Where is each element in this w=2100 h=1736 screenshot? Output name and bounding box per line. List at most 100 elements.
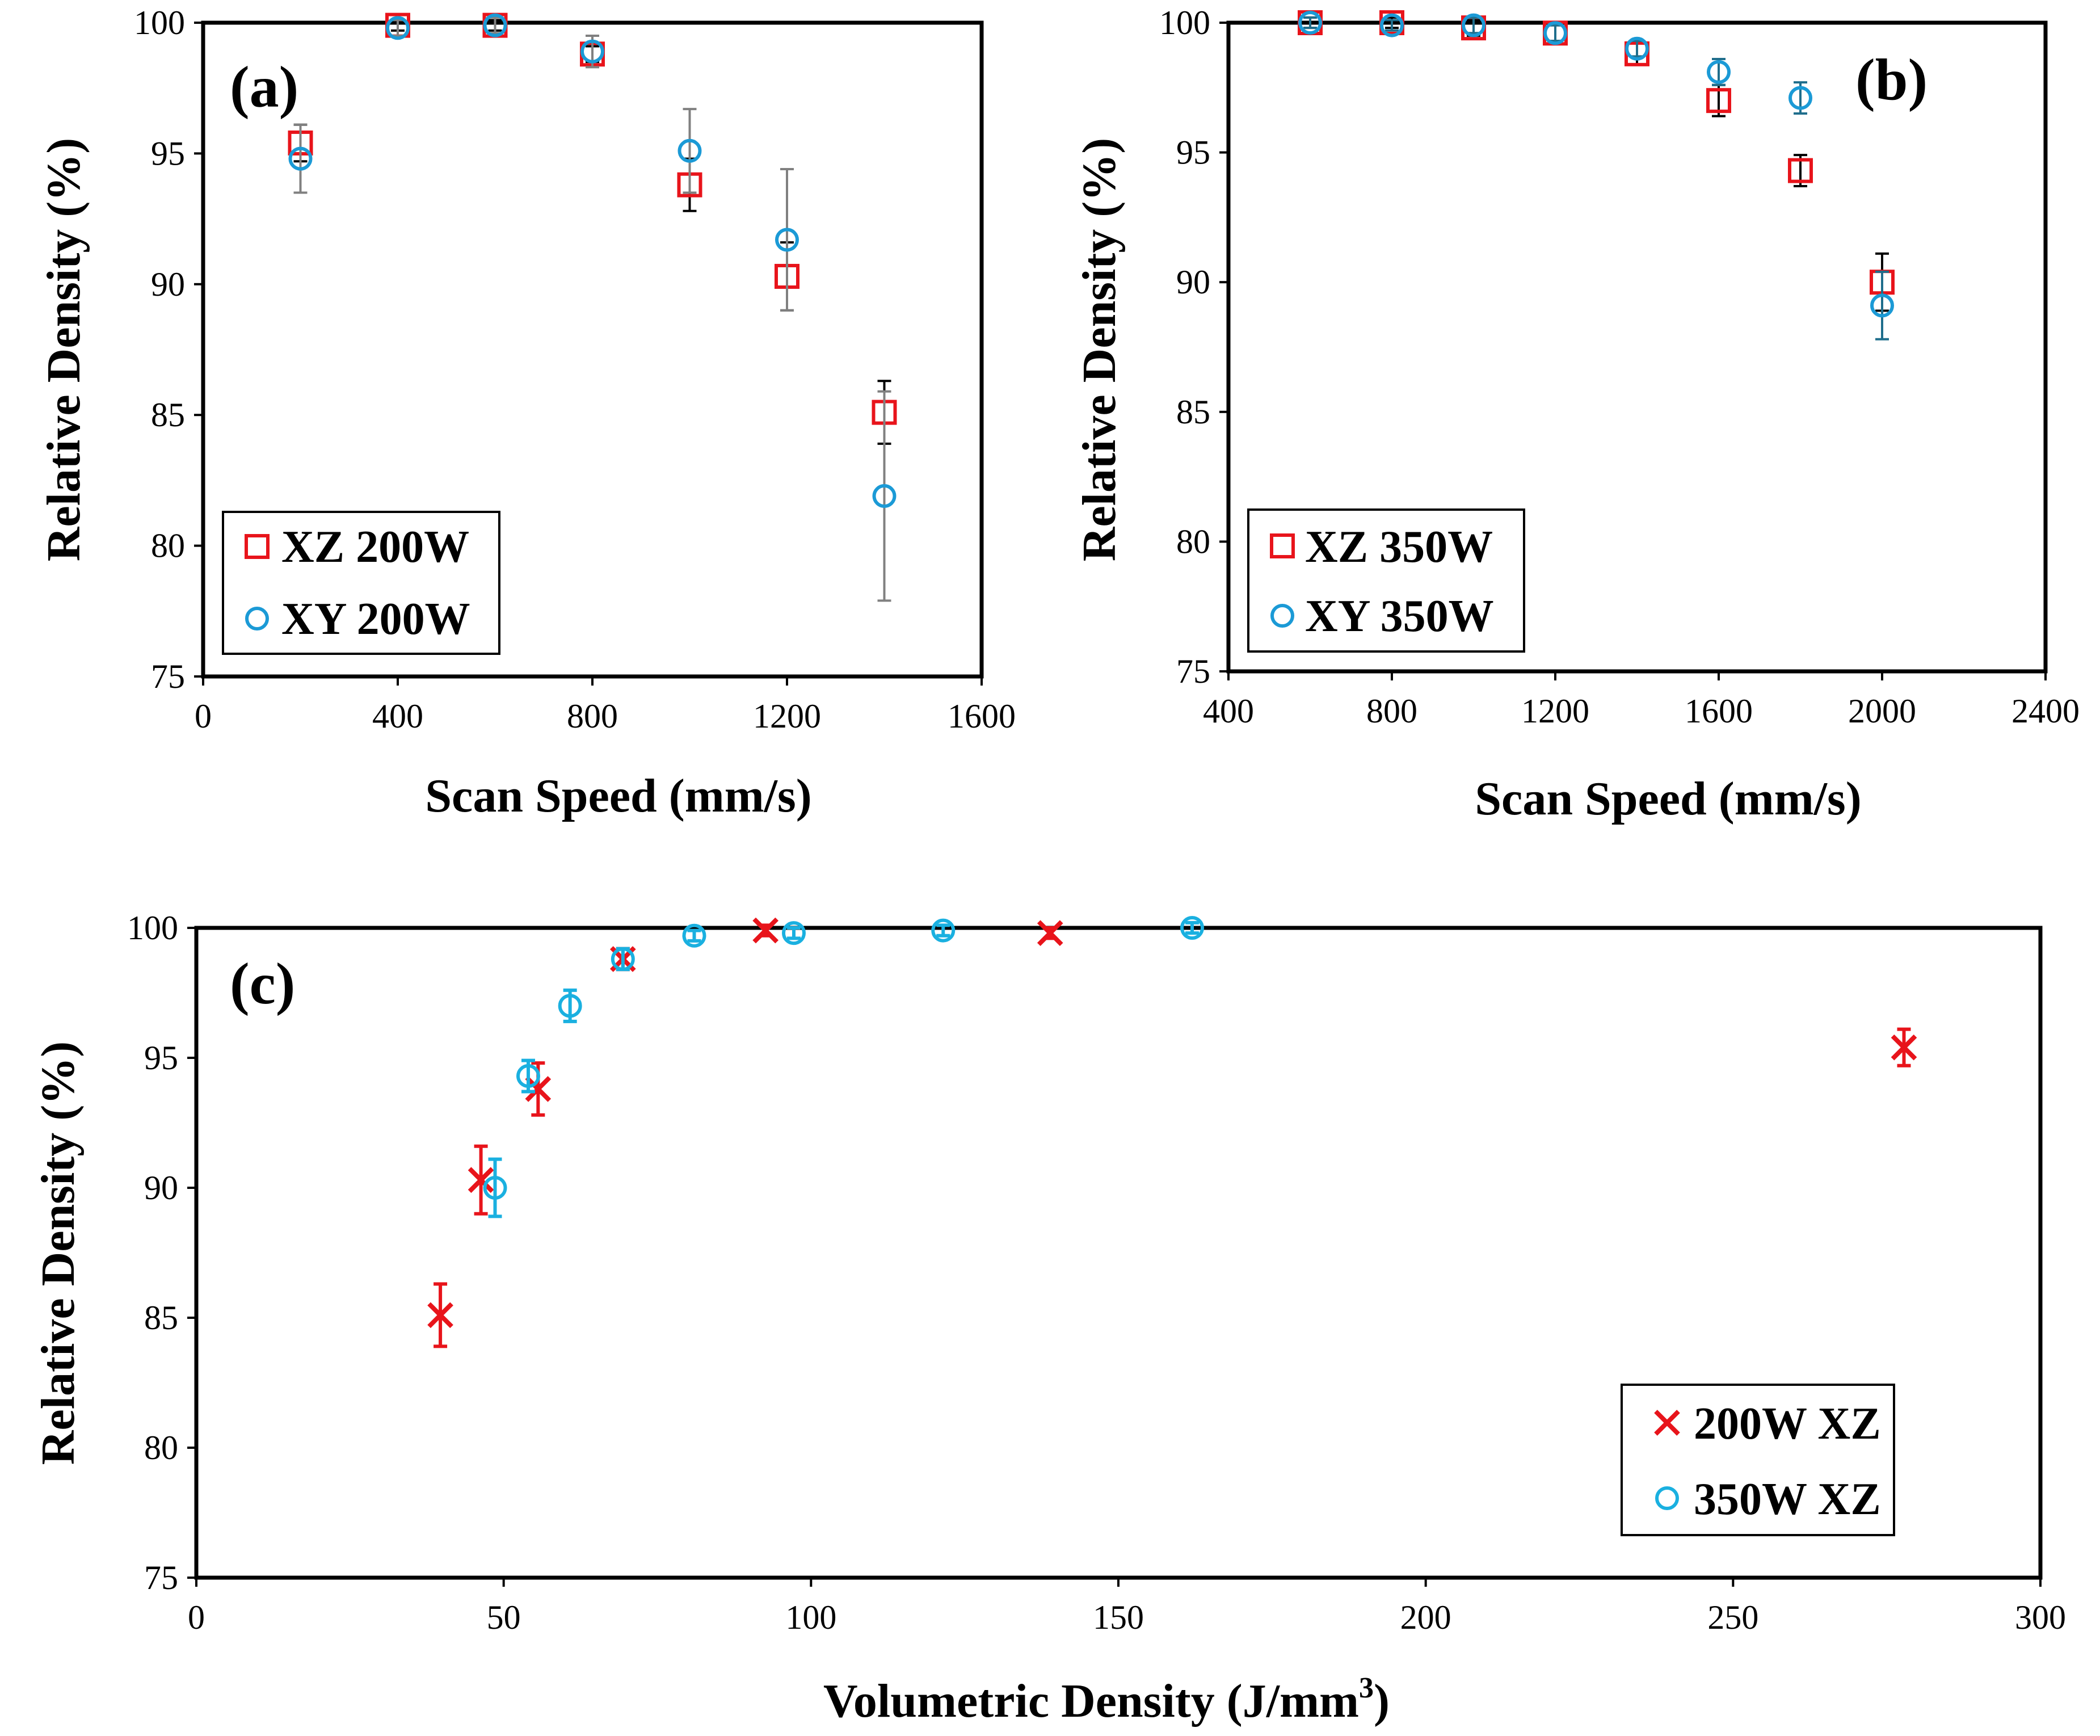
- error-bar-xy-350w-0: [1303, 16, 1317, 30]
- legend-marker-xy-200w: [245, 607, 269, 630]
- panel-c-legend-label-350w-xz: 350W XZ: [1694, 1474, 1881, 1524]
- panel-a-y-tick-label-100: 100: [134, 4, 185, 41]
- error-bar-350w-xz-7: [1185, 920, 1199, 935]
- panel-c-y-tick-label-85: 85: [144, 1299, 178, 1336]
- error-bar-xy-200w-0: [293, 123, 308, 194]
- panel-a-series-xy-200w: [288, 13, 897, 602]
- legend-entry-xy-350w: [1270, 604, 1294, 628]
- data-point-350w-xz-0: [483, 1176, 507, 1200]
- panel-a-legend-label-xz-200w: XZ 200W: [281, 522, 469, 572]
- panel-a-x-axis-title: Scan Speed (mm/s): [425, 770, 811, 822]
- legend-entry-xy-200w: [245, 607, 269, 630]
- data-point-xy-200w-6: [872, 484, 897, 508]
- legend-marker-xy-350w: [1270, 604, 1294, 628]
- panel-a-y-tick-label-85: 85: [151, 396, 185, 434]
- data-point-xy-200w-5: [775, 228, 799, 252]
- data-point-xy-350w-6: [1788, 86, 1812, 110]
- panel-c-x-tick-label-100: 100: [785, 1599, 836, 1636]
- panel-b-y-tick-label-85: 85: [1176, 393, 1210, 431]
- error-bar-xy-350w-1: [1385, 19, 1399, 32]
- panel-c-label: (c): [230, 951, 295, 1016]
- panel-c-x-axis-title: Volumetric Density (J/mm3): [823, 1672, 1390, 1727]
- panel-c-x-tick-label-150: 150: [1093, 1599, 1144, 1636]
- data-point-xy-200w-0: [288, 146, 313, 171]
- legend-entry-350w-xz: [1655, 1486, 1679, 1510]
- panel-b-series-xy-350w: [1298, 11, 1894, 341]
- data-point-xy-350w-2: [1462, 13, 1485, 37]
- panel-c: 0 50 100 150 200 250 300 75 80 85 90 95 100 (c) Volu…: [32, 909, 2066, 1727]
- error-bar-350w-xz-6: [936, 923, 950, 938]
- data-point-200w-xz-5: [1037, 920, 1063, 946]
- error-bar-xy-350w-7: [1875, 270, 1889, 341]
- error-bar-xy-200w-5: [780, 168, 794, 312]
- panel-c-y-axis-title: Relative Density (%): [32, 1041, 85, 1465]
- data-point-350w-xz-5: [782, 921, 806, 945]
- data-point-xy-350w-4: [1625, 36, 1649, 61]
- data-point-xy-200w-1: [386, 16, 410, 40]
- panel-c-series-200w-xz: [427, 917, 1917, 1348]
- data-point-xy-200w-2: [483, 13, 507, 37]
- data-point-xz-350w-6: [1788, 158, 1813, 183]
- data-point-xy-200w-4: [677, 138, 702, 163]
- error-bar-xy-200w-4: [683, 108, 697, 194]
- panel-c-x-tick-label-50: 50: [487, 1599, 521, 1636]
- panel-a-x-tick-label-1600: 1600: [948, 697, 1016, 735]
- data-point-xy-200w-3: [580, 39, 604, 64]
- data-point-xy-350w-0: [1298, 11, 1322, 35]
- legend-entry-xz-200w: [245, 534, 270, 559]
- data-point-350w-xz-4: [682, 923, 706, 948]
- panel-b-y-tick-label-100: 100: [1159, 4, 1210, 41]
- data-point-350w-xz-2: [558, 994, 582, 1018]
- panel-c-y-tick-label-80: 80: [144, 1429, 178, 1466]
- data-point-xy-350w-1: [1380, 13, 1404, 37]
- data-point-200w-xz-0: [427, 1302, 453, 1329]
- panel-b-x-tick-label-400: 400: [1203, 692, 1254, 730]
- error-bar-350w-xz-5: [787, 926, 801, 940]
- legend-entry-xz-350w: [1270, 533, 1295, 558]
- panel-b-y-tick-label-80: 80: [1176, 523, 1210, 560]
- panel-c-y-tick-label-75: 75: [144, 1559, 178, 1596]
- error-bar-350w-xz-4: [687, 928, 701, 943]
- panel-c-series-350w-xz: [483, 916, 1204, 1218]
- legend-marker-xz-200w: [245, 534, 270, 559]
- panel-c-y-tick-label-90: 90: [144, 1169, 178, 1207]
- panel-b-x-tick-label-1600: 1600: [1685, 692, 1753, 730]
- panel-a-y-tick-label-90: 90: [151, 266, 185, 303]
- legend-marker-350w-xz: [1655, 1486, 1679, 1510]
- data-point-200w-xz-4: [752, 917, 778, 944]
- panel-b-y-tick-label-95: 95: [1176, 134, 1210, 171]
- data-point-xy-350w-3: [1543, 21, 1567, 45]
- panel-a-x-tick-label-0: 0: [195, 697, 212, 735]
- panel-b-legend-label-xy-350w: XY 350W: [1305, 591, 1494, 641]
- data-point-200w-xz-2: [525, 1076, 552, 1102]
- error-bar-xy-200w-6: [877, 390, 891, 602]
- panel-b-legend-box: [1247, 508, 1525, 653]
- panel-b-y-axis-title: Relative Density (%): [1073, 138, 1126, 561]
- data-point-xy-350w-7: [1870, 293, 1894, 318]
- data-point-350w-xz-6: [931, 918, 956, 943]
- legend-entry-200w-xz: [1654, 1410, 1680, 1436]
- legend-marker-200w-xz: [1654, 1410, 1680, 1436]
- panel-c-x-tick-label-0: 0: [188, 1599, 205, 1636]
- panel-b-x-tick-label-800: 800: [1366, 692, 1417, 730]
- data-point-xz-350w-5: [1706, 88, 1731, 114]
- panel-a-legend: XZ 200W XY 200W: [222, 511, 500, 655]
- panel-a-series-xz-200w: [288, 12, 897, 445]
- panel-c-legend-label-200w-xz: 200W XZ: [1694, 1399, 1881, 1449]
- data-point-200w-xz-1: [468, 1167, 494, 1193]
- panel-a-x-tick-label-400: 400: [372, 697, 423, 735]
- panel-a-legend-label-xy-200w: XY 200W: [281, 594, 470, 644]
- panel-c-legend: 200W XZ 350W XZ: [1621, 1384, 1895, 1536]
- data-point-350w-xz-7: [1180, 916, 1204, 940]
- panel-c-x-tick-label-300: 300: [2015, 1599, 2066, 1636]
- panel-b-x-tick-label-1200: 1200: [1521, 692, 1589, 730]
- panel-a-x-tick-label-800: 800: [567, 697, 618, 735]
- panel-b-plot-area: [1226, 20, 2048, 674]
- data-point-xy-350w-5: [1707, 60, 1731, 84]
- panel-a-y-tick-label-75: 75: [151, 658, 185, 695]
- panel-a-y-tick-label-95: 95: [151, 134, 185, 172]
- panel-a-label: (a): [230, 54, 298, 120]
- panel-c-x-tick-label-250: 250: [1707, 1599, 1758, 1636]
- panel-a-x-tick-label-1200: 1200: [753, 697, 821, 735]
